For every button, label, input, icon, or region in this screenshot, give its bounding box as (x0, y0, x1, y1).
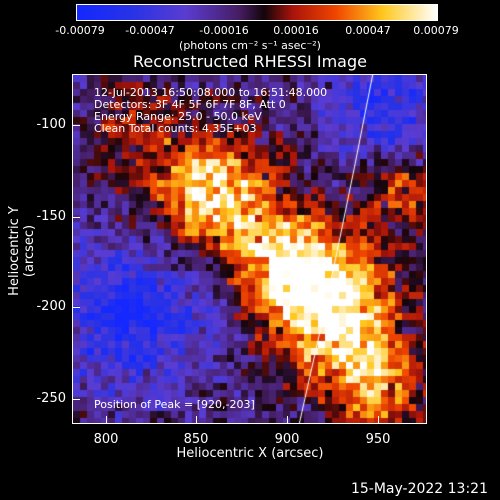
y-tick-mark (72, 307, 80, 308)
colorbar-tick: 0.00047 (345, 24, 391, 37)
y-tick-label: -250 (36, 391, 66, 406)
info-time-range: 12-Jul-2013 16:50:08.000 to 16:51:48.000 (94, 86, 328, 99)
colorbar-tick: -0.00016 (199, 24, 249, 37)
x-tick-label: 950 (365, 432, 391, 447)
y-tick-label: -100 (36, 117, 66, 132)
x-tick-label: 900 (274, 432, 300, 447)
plot-title: Reconstructed RHESSI Image (133, 52, 367, 71)
y-tick-label: -150 (36, 209, 66, 224)
colorbar-units: (photons cm⁻² s⁻¹ asec⁻²) (179, 39, 321, 52)
y-tick-mark (72, 125, 80, 126)
info-detectors: Detectors: 3F 4F 5F 6F 7F 8F, Att 0 (94, 98, 286, 111)
x-tick-label: 850 (183, 432, 209, 447)
colorbar-tick: -0.00079 (55, 24, 105, 37)
x-tick-mark (378, 416, 379, 424)
y-axis-label: Heliocentric Y (arcsec) (7, 206, 37, 296)
x-tick-mark (287, 416, 288, 424)
rhessi-image (73, 75, 426, 423)
colorbar-tick: 0.00079 (413, 24, 459, 37)
image-frame (72, 74, 427, 424)
timestamp: 15-May-2022 13:21 (350, 481, 488, 497)
y-tick-mark (72, 399, 80, 400)
x-tick-label: 800 (93, 432, 119, 447)
x-tick-mark (196, 416, 197, 424)
x-tick-mark (106, 416, 107, 424)
colorbar-tick: 0.00016 (273, 24, 319, 37)
y-tick-mark (72, 217, 80, 218)
peak-position: Position of Peak = [920,-203] (94, 398, 255, 411)
x-axis-label: Heliocentric X (arcsec) (176, 446, 324, 461)
info-clean-counts: Clean Total counts: 4.35E+03 (94, 122, 257, 135)
colorbar (76, 4, 438, 21)
colorbar-tick: -0.00047 (125, 24, 175, 37)
y-tick-label: -200 (36, 299, 66, 314)
info-energy-range: Energy Range: 25.0 - 50.0 keV (94, 110, 262, 123)
